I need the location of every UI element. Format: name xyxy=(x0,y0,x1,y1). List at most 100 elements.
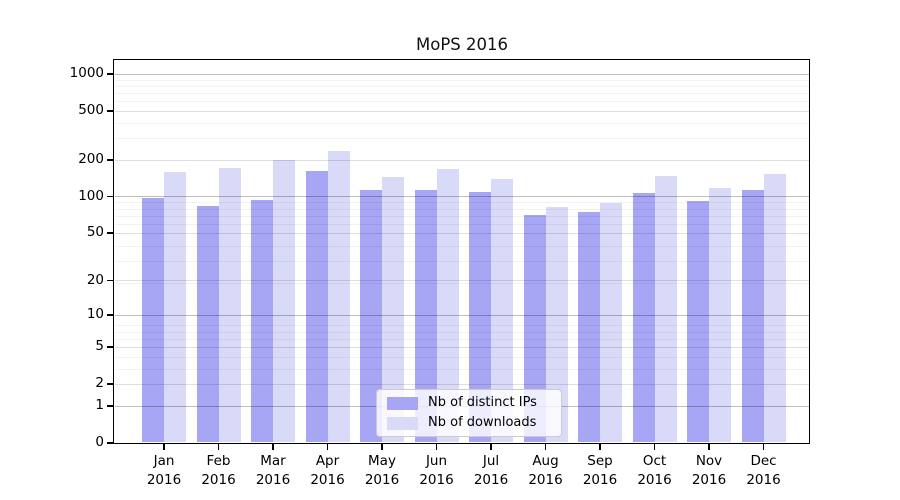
x-tick-label: Dec 2016 xyxy=(746,452,781,488)
bar-downloads-dec xyxy=(763,174,786,443)
y-tick-mark xyxy=(107,73,113,75)
gridline-major xyxy=(114,73,809,75)
gridline-minor xyxy=(114,138,809,140)
bar-downloads-aug xyxy=(545,207,568,443)
y-tick-mark xyxy=(107,405,113,407)
gridline-minor xyxy=(114,208,809,210)
gridline-minor xyxy=(114,93,809,95)
y-tick-label: 500 xyxy=(78,102,104,119)
bar-downloads-jan xyxy=(164,172,186,443)
y-tick-label: 10 xyxy=(86,306,104,323)
gridline-minor xyxy=(114,245,809,247)
x-tick-mark xyxy=(708,443,710,450)
legend-label-distinct-ips: Nb of distinct IPs xyxy=(428,395,537,410)
legend-item-downloads: Nb of downloads xyxy=(387,416,551,430)
gridline-minor xyxy=(114,282,809,284)
x-tick-label: Jul 2016 xyxy=(473,452,509,488)
x-tick-label: Aug 2016 xyxy=(528,452,563,488)
x-tick-mark xyxy=(381,443,383,450)
y-tick-mark xyxy=(107,346,113,348)
bar-distinct-ips-oct xyxy=(632,193,655,443)
y-tick-mark xyxy=(107,195,113,198)
y-tick-label: 2 xyxy=(95,375,104,392)
legend-swatch-distinct-ips xyxy=(387,396,418,410)
bar-distinct-ips-aug xyxy=(523,215,546,443)
bar-distinct-ips-sep xyxy=(578,212,600,443)
gridline xyxy=(114,346,809,348)
y-tick-mark xyxy=(107,110,113,112)
gridline-minor xyxy=(114,85,809,87)
gridline-minor xyxy=(114,79,809,81)
bar-distinct-ips-dec xyxy=(741,189,764,443)
bar-distinct-ips-mar xyxy=(251,199,273,443)
bar-downloads-feb xyxy=(218,167,241,443)
bar-downloads-mar xyxy=(273,159,295,443)
y-tick-mark xyxy=(107,279,113,282)
gridline-major xyxy=(114,196,809,198)
y-tick-mark xyxy=(107,383,113,385)
gridline-minor xyxy=(114,261,809,263)
legend-label-downloads: Nb of downloads xyxy=(428,415,537,430)
legend-swatch-downloads xyxy=(387,416,418,430)
y-tick-label: 100 xyxy=(78,187,104,204)
chart-title: MoPS 2016 xyxy=(416,35,508,54)
bar-downloads-sep xyxy=(600,203,622,443)
legend: Nb of distinct IPs Nb of downloads xyxy=(376,389,562,437)
gridline-minor xyxy=(114,368,809,370)
bar-downloads-jul xyxy=(491,178,513,443)
bar-distinct-ips-jan xyxy=(142,197,164,443)
y-tick-mark xyxy=(107,442,113,444)
gridline-minor xyxy=(114,215,809,217)
gridline xyxy=(114,383,809,385)
x-tick-mark xyxy=(762,443,765,450)
x-tick-label: Jun 2016 xyxy=(419,452,454,488)
y-tick-mark xyxy=(107,232,113,234)
gridline xyxy=(114,280,809,282)
bar-distinct-ips-apr xyxy=(305,170,328,443)
x-tick-mark xyxy=(490,443,492,450)
gridline-minor xyxy=(114,338,809,340)
bar-downloads-jun xyxy=(436,169,459,443)
x-tick-mark xyxy=(435,443,438,450)
gridline-major xyxy=(114,314,809,316)
x-tick-mark xyxy=(326,443,329,450)
y-tick-label: 20 xyxy=(86,271,104,288)
gridline xyxy=(114,159,809,161)
bar-downloads-apr xyxy=(327,151,350,443)
y-tick-mark xyxy=(107,159,113,161)
y-tick-label: 1 xyxy=(95,397,104,414)
plot-area xyxy=(113,59,810,444)
y-tick-label: 1000 xyxy=(69,65,104,82)
bar-downloads-may xyxy=(382,176,404,443)
x-tick-label: Nov 2016 xyxy=(691,452,727,488)
gridline xyxy=(114,110,809,112)
x-tick-mark xyxy=(272,443,274,450)
x-tick-label: May 2016 xyxy=(364,452,400,488)
x-tick-mark xyxy=(653,443,656,450)
x-tick-mark xyxy=(163,443,165,450)
bar-downloads-nov xyxy=(709,188,731,443)
gridline-minor xyxy=(114,202,809,204)
x-tick-label: Apr 2016 xyxy=(310,452,345,488)
x-tick-label: Mar 2016 xyxy=(255,452,291,488)
y-tick-mark xyxy=(107,314,113,316)
bar-distinct-ips-feb xyxy=(196,205,219,443)
gridline-minor xyxy=(114,356,809,358)
bar-distinct-ips-jun xyxy=(414,189,437,443)
bar-distinct-ips-jul xyxy=(469,192,491,443)
y-tick-label: 0 xyxy=(95,434,104,450)
bar-distinct-ips-may xyxy=(360,189,382,443)
x-tick-label: Oct 2016 xyxy=(637,452,672,488)
y-tick-label: 200 xyxy=(78,151,104,168)
x-tick-mark xyxy=(599,443,601,450)
x-tick-mark xyxy=(217,443,220,450)
x-tick-label: Feb 2016 xyxy=(201,452,236,488)
x-tick-label: Sep 2016 xyxy=(582,452,618,488)
gridline-minor xyxy=(114,101,809,103)
gridline-minor xyxy=(114,331,809,333)
y-tick-label: 5 xyxy=(95,338,104,355)
bar-distinct-ips-nov xyxy=(687,201,709,443)
legend-item-distinct-ips: Nb of distinct IPs xyxy=(387,396,551,410)
gridline-minor xyxy=(114,224,809,226)
